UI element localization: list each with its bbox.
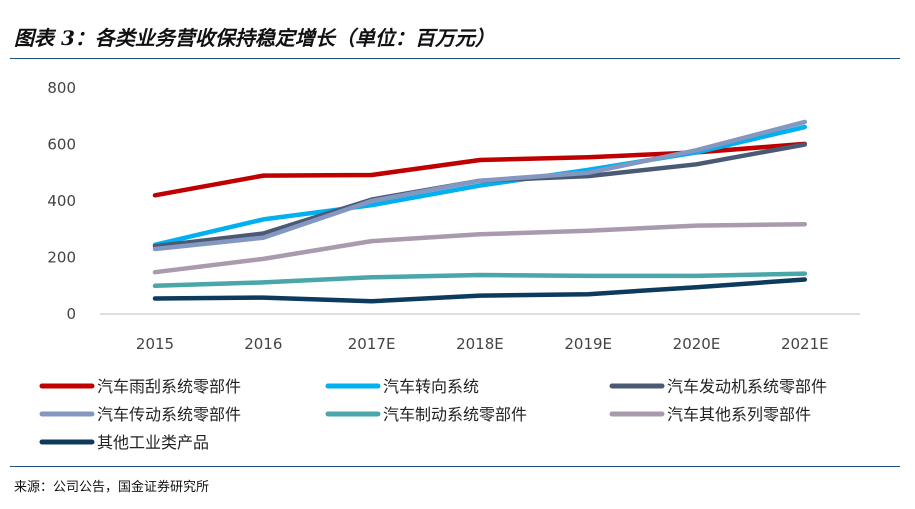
series-line-5 bbox=[152, 271, 808, 289]
x-tick-label: 2017E bbox=[348, 335, 396, 353]
y-tick-label: 600 bbox=[47, 136, 76, 154]
x-axis-ticks: 2015 2016 2017E 2018E 2019E 2020E 2021E bbox=[136, 335, 829, 353]
legend-label-4: 汽车传动系统零部件 bbox=[97, 405, 241, 424]
y-tick-label: 0 bbox=[66, 305, 76, 323]
y-tick-label: 200 bbox=[47, 249, 76, 267]
y-axis-ticks: 0 200 400 600 800 bbox=[47, 79, 76, 323]
legend-label-5: 汽车制动系统零部件 bbox=[383, 405, 527, 424]
y-tick-label: 800 bbox=[47, 79, 76, 97]
x-tick-label: 2016 bbox=[244, 335, 282, 353]
x-tick-label: 2015 bbox=[136, 335, 174, 353]
legend-label-7: 其他工业类产品 bbox=[97, 433, 209, 452]
y-tick-label: 400 bbox=[47, 192, 76, 210]
legend-label-1: 汽车雨刮系统零部件 bbox=[97, 377, 241, 396]
legend-label-6: 汽车其他系列零部件 bbox=[667, 405, 811, 424]
series-line-7 bbox=[152, 277, 808, 304]
line-chart: 0 200 400 600 800 2015 2016 2017E 2018E 2019E 202… bbox=[39, 79, 860, 452]
x-tick-label: 2020E bbox=[673, 335, 721, 353]
title-divider bbox=[10, 58, 900, 59]
series-line-4 bbox=[152, 119, 808, 252]
series-line-6 bbox=[152, 221, 808, 275]
source-note: 来源：公司公告，国金证券研究所 bbox=[14, 480, 210, 495]
chart-title: 图表 3：各类业务营收保持稳定增长（单位：百万元） bbox=[14, 26, 495, 50]
series-lines bbox=[152, 119, 808, 304]
x-tick-label: 2019E bbox=[564, 335, 612, 353]
x-tick-label: 2018E bbox=[456, 335, 504, 353]
legend-label-3: 汽车发动机系统零部件 bbox=[667, 377, 827, 396]
footer-divider bbox=[10, 466, 900, 467]
legend-label-2: 汽车转向系统 bbox=[383, 377, 479, 396]
x-tick-label: 2021E bbox=[781, 335, 829, 353]
